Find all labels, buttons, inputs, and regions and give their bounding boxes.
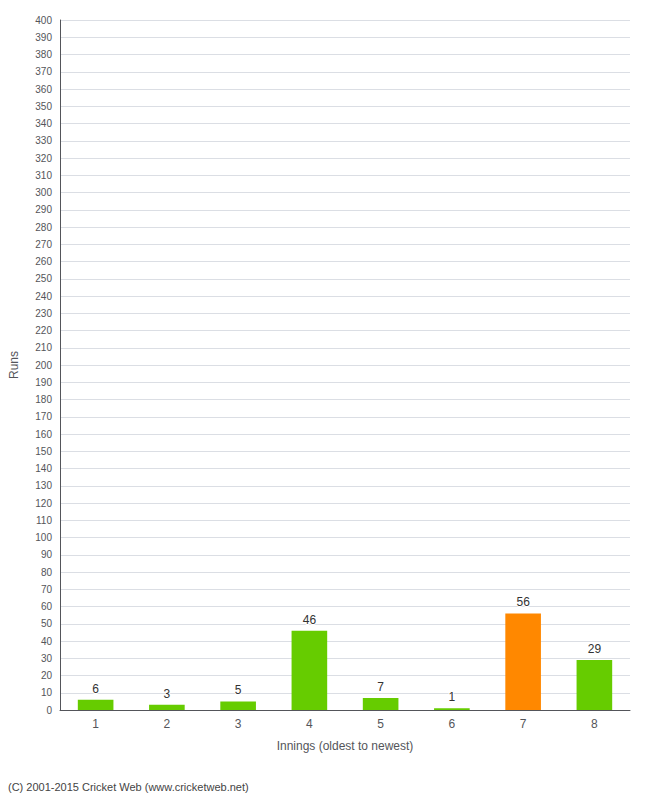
svg-text:3: 3: [235, 717, 242, 731]
svg-text:280: 280: [35, 222, 52, 233]
svg-text:290: 290: [35, 204, 52, 215]
svg-text:8: 8: [591, 717, 598, 731]
svg-text:29: 29: [588, 642, 602, 656]
svg-text:180: 180: [35, 394, 52, 405]
svg-text:20: 20: [41, 670, 53, 681]
svg-text:370: 370: [35, 66, 52, 77]
svg-text:320: 320: [35, 153, 52, 164]
svg-text:10: 10: [41, 687, 53, 698]
svg-text:190: 190: [35, 377, 52, 388]
svg-text:220: 220: [35, 325, 52, 336]
svg-text:Innings (oldest to newest): Innings (oldest to newest): [277, 739, 414, 753]
svg-text:250: 250: [35, 273, 52, 284]
svg-text:140: 140: [35, 463, 52, 474]
svg-text:390: 390: [35, 32, 52, 43]
svg-text:70: 70: [41, 584, 53, 595]
svg-text:40: 40: [41, 636, 53, 647]
svg-text:120: 120: [35, 498, 52, 509]
svg-text:7: 7: [520, 717, 527, 731]
svg-text:150: 150: [35, 446, 52, 457]
svg-text:200: 200: [35, 360, 52, 371]
svg-text:170: 170: [35, 411, 52, 422]
svg-text:3: 3: [164, 687, 171, 701]
svg-text:160: 160: [35, 429, 52, 440]
svg-text:46: 46: [303, 613, 317, 627]
svg-text:330: 330: [35, 135, 52, 146]
svg-text:130: 130: [35, 480, 52, 491]
svg-text:360: 360: [35, 84, 52, 95]
svg-text:56: 56: [516, 595, 530, 609]
svg-text:230: 230: [35, 308, 52, 319]
svg-text:350: 350: [35, 101, 52, 112]
svg-text:Runs: Runs: [7, 351, 21, 379]
svg-text:4: 4: [306, 717, 313, 731]
svg-text:260: 260: [35, 256, 52, 267]
svg-text:6: 6: [92, 682, 99, 696]
svg-text:(C) 2001-2015 Cricket Web (www: (C) 2001-2015 Cricket Web (www.cricketwe…: [8, 781, 249, 793]
svg-text:50: 50: [41, 618, 53, 629]
svg-text:210: 210: [35, 342, 52, 353]
svg-text:1: 1: [449, 690, 456, 704]
svg-text:60: 60: [41, 601, 53, 612]
svg-text:1: 1: [92, 717, 99, 731]
svg-text:310: 310: [35, 170, 52, 181]
svg-text:7: 7: [377, 680, 384, 694]
svg-text:340: 340: [35, 118, 52, 129]
svg-text:0: 0: [46, 705, 52, 716]
svg-text:380: 380: [35, 49, 52, 60]
svg-text:300: 300: [35, 187, 52, 198]
svg-text:5: 5: [235, 683, 242, 697]
svg-text:2: 2: [164, 717, 171, 731]
svg-text:90: 90: [41, 549, 53, 560]
svg-text:240: 240: [35, 291, 52, 302]
svg-text:100: 100: [35, 532, 52, 543]
svg-text:110: 110: [36, 515, 52, 526]
svg-text:5: 5: [377, 717, 384, 731]
svg-text:270: 270: [35, 239, 52, 250]
svg-text:6: 6: [449, 717, 456, 731]
svg-text:400: 400: [35, 15, 52, 26]
svg-text:80: 80: [41, 567, 53, 578]
svg-text:30: 30: [41, 653, 53, 664]
